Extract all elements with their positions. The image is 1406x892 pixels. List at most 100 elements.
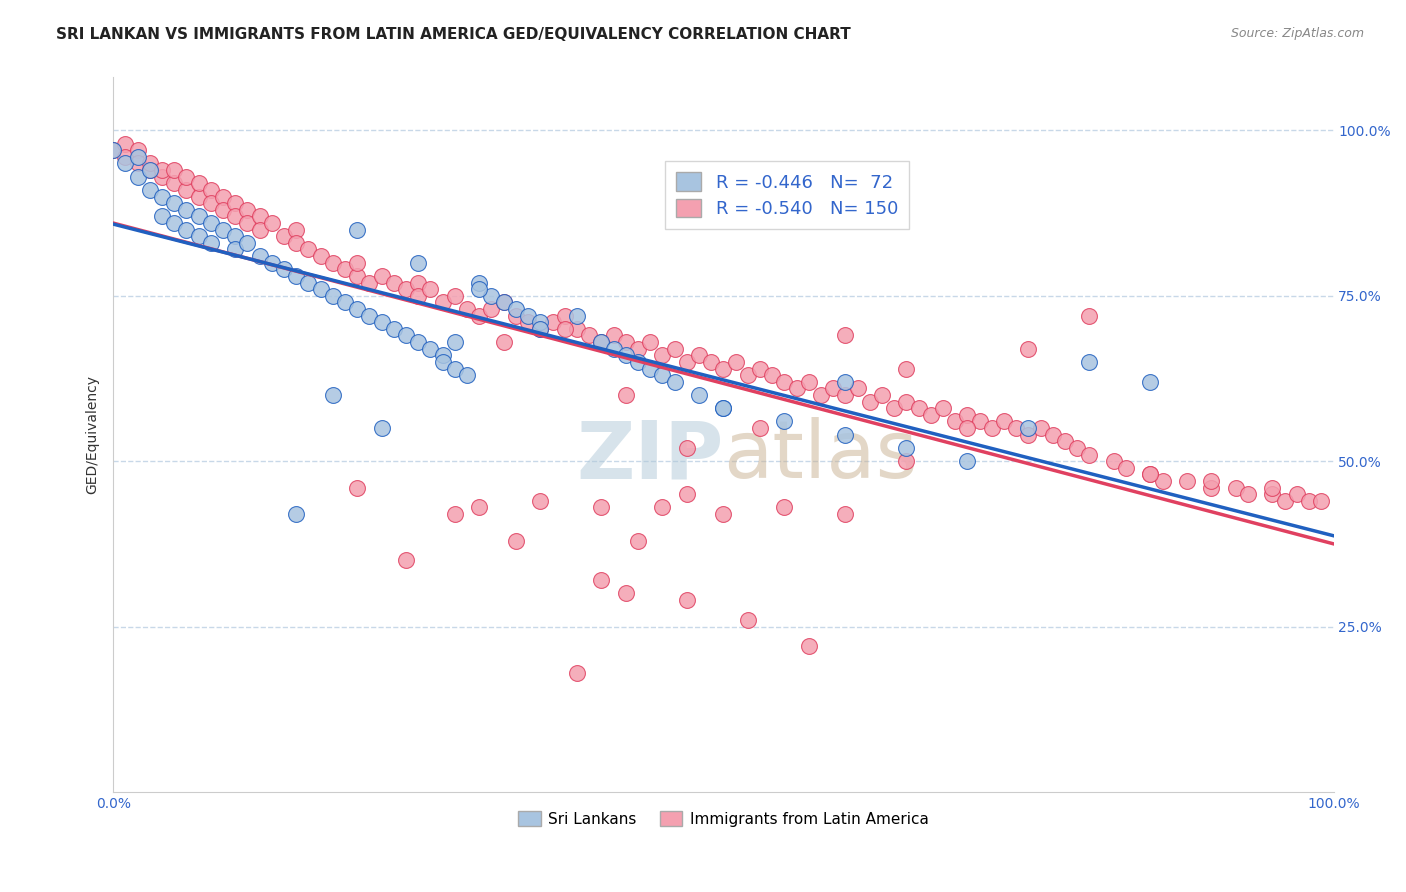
Point	[432, 355, 454, 369]
Point	[468, 282, 491, 296]
Point	[711, 361, 734, 376]
Point	[541, 315, 564, 329]
Point	[1274, 494, 1296, 508]
Point	[419, 282, 441, 296]
Point	[896, 454, 918, 468]
Point	[406, 276, 429, 290]
Point	[1017, 342, 1039, 356]
Point	[139, 156, 162, 170]
Point	[749, 421, 772, 435]
Point	[591, 500, 613, 515]
Point	[896, 394, 918, 409]
Point	[797, 375, 820, 389]
Point	[932, 401, 955, 416]
Point	[1261, 481, 1284, 495]
Point	[127, 156, 149, 170]
Point	[517, 309, 540, 323]
Point	[273, 262, 295, 277]
Point	[1201, 474, 1223, 488]
Point	[896, 361, 918, 376]
Point	[187, 229, 209, 244]
Point	[907, 401, 929, 416]
Point	[150, 189, 173, 203]
Point	[370, 268, 392, 283]
Point	[163, 176, 186, 190]
Point	[664, 342, 686, 356]
Point	[395, 553, 418, 567]
Point	[529, 315, 551, 329]
Point	[1175, 474, 1198, 488]
Point	[505, 533, 527, 548]
Point	[346, 222, 368, 236]
Legend: Sri Lankans, Immigrants from Latin America: Sri Lankans, Immigrants from Latin Ameri…	[510, 803, 936, 834]
Point	[346, 268, 368, 283]
Point	[1225, 481, 1247, 495]
Point	[322, 255, 344, 269]
Point	[627, 533, 650, 548]
Point	[1042, 427, 1064, 442]
Point	[614, 348, 637, 362]
Point	[359, 276, 381, 290]
Point	[638, 361, 661, 376]
Point	[346, 481, 368, 495]
Point	[664, 375, 686, 389]
Point	[370, 421, 392, 435]
Point	[529, 322, 551, 336]
Point	[444, 507, 467, 521]
Point	[285, 507, 308, 521]
Point	[1201, 481, 1223, 495]
Point	[212, 222, 235, 236]
Point	[1005, 421, 1028, 435]
Point	[456, 301, 478, 316]
Point	[1017, 421, 1039, 435]
Point	[675, 355, 697, 369]
Point	[444, 289, 467, 303]
Point	[260, 255, 283, 269]
Point	[943, 414, 966, 428]
Point	[297, 276, 319, 290]
Point	[406, 289, 429, 303]
Point	[322, 289, 344, 303]
Point	[505, 309, 527, 323]
Point	[1017, 427, 1039, 442]
Point	[176, 222, 198, 236]
Point	[236, 202, 259, 217]
Point	[834, 427, 856, 442]
Point	[359, 309, 381, 323]
Point	[797, 640, 820, 654]
Point	[724, 355, 747, 369]
Point	[224, 196, 246, 211]
Point	[749, 361, 772, 376]
Point	[468, 500, 491, 515]
Point	[492, 334, 515, 349]
Point	[419, 342, 441, 356]
Point	[651, 500, 673, 515]
Point	[150, 210, 173, 224]
Point	[212, 189, 235, 203]
Point	[249, 222, 271, 236]
Point	[823, 381, 845, 395]
Point	[200, 235, 222, 250]
Point	[395, 282, 418, 296]
Point	[260, 216, 283, 230]
Point	[969, 414, 991, 428]
Point	[176, 202, 198, 217]
Point	[834, 388, 856, 402]
Point	[200, 216, 222, 230]
Point	[711, 507, 734, 521]
Point	[554, 309, 576, 323]
Point	[529, 494, 551, 508]
Point	[249, 210, 271, 224]
Point	[127, 150, 149, 164]
Point	[212, 202, 235, 217]
Point	[285, 222, 308, 236]
Point	[1066, 441, 1088, 455]
Point	[127, 169, 149, 184]
Point	[1029, 421, 1052, 435]
Point	[1053, 434, 1076, 449]
Point	[103, 143, 125, 157]
Point	[395, 328, 418, 343]
Point	[406, 255, 429, 269]
Point	[346, 255, 368, 269]
Point	[139, 163, 162, 178]
